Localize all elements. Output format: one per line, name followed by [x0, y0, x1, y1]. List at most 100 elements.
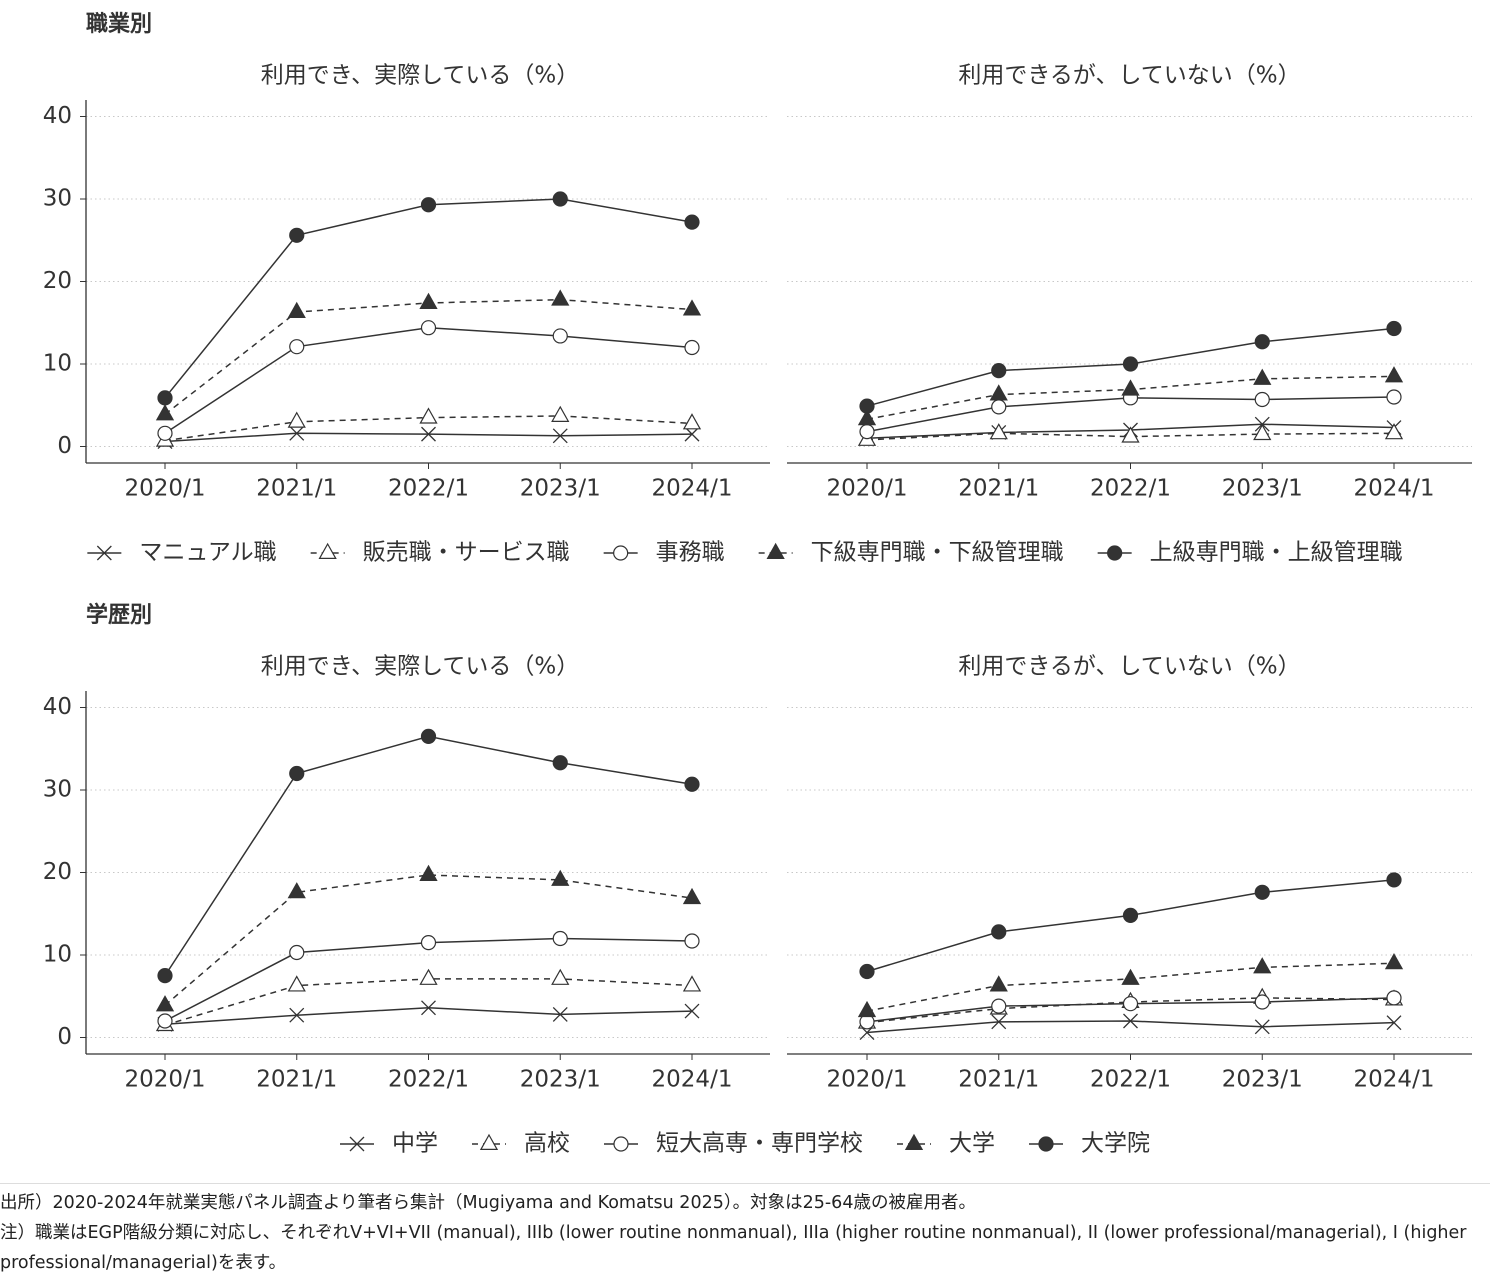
- series-line: [164, 1007, 693, 1026]
- marker: [1254, 391, 1270, 408]
- marker: [859, 963, 875, 980]
- marker: [1386, 389, 1402, 405]
- marker: [552, 428, 568, 444]
- marker: [552, 1006, 568, 1022]
- marker: [552, 930, 568, 947]
- marker: [613, 545, 629, 561]
- marker: [419, 864, 438, 881]
- y-tick-label: 20: [43, 859, 72, 885]
- marker: [684, 214, 700, 230]
- marker: [289, 765, 305, 782]
- marker: [419, 407, 438, 424]
- marker: [551, 289, 570, 306]
- marker: [684, 426, 700, 442]
- marker: [157, 425, 173, 441]
- marker: [157, 390, 173, 406]
- marker: [1386, 990, 1402, 1006]
- marker: [155, 995, 175, 1012]
- marker: [289, 1007, 305, 1023]
- marker: [1254, 1019, 1270, 1035]
- notes: 出所）2020-2024年就業実態パネル調査より筆者ら集計（Mugiyama a…: [0, 1183, 1490, 1278]
- note: 出所）2020-2024年就業実態パネル調査より筆者ら集計（Mugiyama a…: [0, 1193, 976, 1213]
- marker: [1121, 968, 1140, 985]
- marker: [991, 399, 1007, 415]
- marker: [551, 405, 570, 422]
- y-tick-label: 0: [57, 433, 72, 459]
- x-tick-label: 2020/1: [125, 476, 206, 502]
- marker: [155, 404, 175, 421]
- marker: [1386, 872, 1402, 888]
- x-tick-label: 2022/1: [1090, 476, 1171, 502]
- marker: [1121, 426, 1140, 443]
- marker: [859, 424, 875, 440]
- legend-label: 中学: [392, 1131, 438, 1157]
- group-heading: 学歴別: [86, 602, 152, 628]
- legend-label: 事務職: [656, 540, 725, 566]
- marker: [1386, 320, 1402, 337]
- marker: [1386, 1015, 1402, 1031]
- marker: [289, 944, 305, 961]
- marker: [1253, 957, 1272, 974]
- marker: [684, 933, 700, 949]
- marker: [289, 425, 305, 441]
- x-tick-label: 2022/1: [388, 1067, 469, 1093]
- marker: [991, 363, 1007, 379]
- x-tick-label: 2023/1: [1222, 476, 1303, 502]
- marker: [419, 292, 438, 309]
- marker: [989, 975, 1008, 992]
- group-heading: 職業別: [86, 11, 152, 37]
- marker: [552, 755, 568, 771]
- marker: [420, 935, 437, 951]
- x-tick-label: 2021/1: [256, 1067, 337, 1093]
- legend-label: マニュアル職: [139, 540, 276, 566]
- marker: [682, 413, 702, 430]
- legend: マニュアル職 販売職・サービス職 事務職 下級専門職・下級管理職 上級専門職・上級管理職: [87, 540, 1403, 566]
- marker: [552, 191, 568, 207]
- x-tick-label: 2024/1: [652, 476, 733, 502]
- marker: [682, 975, 702, 992]
- marker: [289, 227, 305, 243]
- legend: 中学 高校 短大高専・専門学校 大学 大学院: [340, 1131, 1150, 1157]
- marker: [551, 869, 570, 886]
- y-tick-label: 40: [43, 694, 72, 720]
- marker: [96, 545, 112, 561]
- marker: [419, 968, 438, 985]
- panel-title: 利用できるが、していない（%）: [958, 63, 1300, 89]
- x-tick-label: 2021/1: [256, 476, 337, 502]
- legend-label: 大学: [949, 1131, 995, 1157]
- marker: [421, 1000, 436, 1016]
- marker: [1038, 1136, 1054, 1152]
- x-tick-label: 2020/1: [827, 476, 908, 502]
- marker: [420, 197, 437, 213]
- marker: [1107, 545, 1123, 561]
- marker: [287, 975, 306, 992]
- y-tick-label: 10: [43, 942, 72, 968]
- x-tick-label: 2022/1: [1090, 1067, 1171, 1093]
- x-tick-label: 2023/1: [520, 476, 601, 502]
- marker: [420, 320, 437, 336]
- x-tick-label: 2023/1: [1222, 1067, 1303, 1093]
- series-line: [164, 874, 693, 1006]
- x-tick-label: 2020/1: [827, 1067, 908, 1093]
- marker: [420, 728, 437, 744]
- series-line: [866, 1020, 1395, 1034]
- marker: [684, 339, 700, 356]
- marker: [1384, 423, 1404, 440]
- y-tick-label: 20: [43, 268, 72, 294]
- marker: [991, 998, 1007, 1014]
- marker: [1384, 953, 1404, 970]
- marker: [989, 423, 1008, 440]
- y-tick-label: 30: [43, 777, 72, 803]
- series-line: [164, 298, 693, 415]
- marker: [1254, 334, 1270, 350]
- marker: [766, 542, 785, 559]
- marker: [991, 1014, 1007, 1030]
- marker: [287, 411, 306, 428]
- panel-title: 利用でき、実際している（%）: [261, 63, 580, 89]
- legend-label: 販売職・サービス職: [363, 540, 570, 566]
- marker: [479, 1133, 499, 1150]
- marker: [1254, 994, 1270, 1010]
- legend-label: 上級専門職・上級管理職: [1150, 540, 1403, 566]
